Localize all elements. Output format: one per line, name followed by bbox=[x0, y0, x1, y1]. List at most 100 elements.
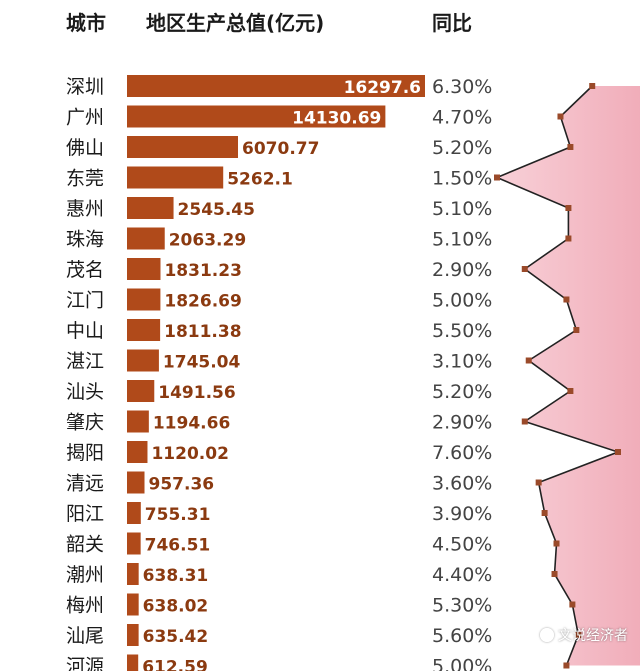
value-label: 1491.56 bbox=[158, 383, 235, 403]
value-label: 5262.1 bbox=[227, 170, 293, 190]
bar bbox=[127, 136, 239, 158]
value-label: 1120.02 bbox=[151, 444, 228, 464]
bar bbox=[127, 624, 139, 646]
bar bbox=[127, 441, 148, 463]
growth-label: 5.30% bbox=[432, 595, 492, 617]
growth-point bbox=[553, 540, 560, 547]
value-label: 755.31 bbox=[145, 505, 211, 525]
city-label: 汕头 bbox=[66, 381, 104, 403]
city-label: 江门 bbox=[66, 290, 104, 312]
bar bbox=[127, 288, 161, 311]
bar bbox=[127, 380, 155, 402]
growth-point bbox=[575, 632, 582, 638]
growth-label: 6.30% bbox=[432, 76, 492, 98]
city-label: 揭阳 bbox=[66, 442, 104, 464]
value-label: 635.42 bbox=[143, 627, 209, 647]
growth-area-layer bbox=[497, 86, 640, 666]
city-label: 梅州 bbox=[66, 595, 104, 617]
growth-point bbox=[521, 266, 528, 272]
city-label: 阳江 bbox=[66, 503, 104, 525]
growth-point bbox=[573, 327, 580, 333]
bar bbox=[127, 166, 224, 189]
growth-label: 4.70% bbox=[432, 107, 492, 129]
bar bbox=[127, 654, 139, 671]
bar bbox=[127, 75, 425, 97]
header-city: 城市 bbox=[66, 11, 106, 35]
city-label: 清远 bbox=[66, 473, 104, 495]
bar bbox=[127, 471, 145, 494]
growth-label: 5.10% bbox=[432, 229, 492, 251]
bar bbox=[127, 502, 141, 524]
city-label: 韶关 bbox=[66, 534, 104, 556]
value-label: 638.31 bbox=[143, 566, 209, 586]
bar bbox=[127, 227, 165, 250]
value-label: 16297.6 bbox=[344, 78, 421, 98]
city-label: 中山 bbox=[66, 320, 104, 342]
labels-layer: 深圳 16297.6 6.30% 广州 14130.69 4.70% 佛山 6070.77 5.… bbox=[66, 76, 492, 671]
growth-label: 2.90% bbox=[432, 412, 492, 434]
city-label: 东莞 bbox=[66, 168, 104, 190]
growth-label: 3.10% bbox=[432, 351, 492, 373]
growth-line-layer bbox=[494, 83, 621, 669]
growth-label: 7.60% bbox=[432, 442, 492, 464]
growth-point bbox=[565, 235, 572, 242]
value-label: 612.59 bbox=[142, 658, 208, 671]
bar bbox=[127, 319, 161, 341]
value-label: 746.51 bbox=[145, 536, 211, 556]
growth-point bbox=[494, 174, 500, 181]
growth-point bbox=[541, 510, 548, 516]
value-label: 1194.66 bbox=[153, 414, 230, 434]
growth-point bbox=[551, 571, 558, 577]
header-yoy: 同比 bbox=[432, 11, 472, 35]
city-label: 河源 bbox=[66, 656, 104, 671]
bars-layer bbox=[127, 75, 425, 671]
watermark: 文说经济者 bbox=[540, 625, 628, 645]
growth-point bbox=[589, 83, 596, 89]
city-label: 广州 bbox=[66, 107, 104, 129]
camera-icon bbox=[540, 628, 554, 642]
value-label: 1826.69 bbox=[164, 292, 241, 312]
growth-label: 5.50% bbox=[432, 320, 492, 342]
city-label: 深圳 bbox=[66, 76, 104, 98]
bar bbox=[127, 410, 149, 433]
growth-label: 5.60% bbox=[432, 625, 492, 647]
city-label: 珠海 bbox=[66, 229, 104, 251]
growth-point bbox=[521, 418, 528, 425]
growth-point bbox=[567, 144, 574, 150]
growth-label: 5.20% bbox=[432, 137, 492, 159]
growth-label: 3.90% bbox=[432, 503, 492, 525]
growth-label: 1.50% bbox=[432, 168, 492, 190]
growth-label: 5.00% bbox=[432, 656, 492, 671]
growth-point bbox=[535, 479, 542, 486]
growth-area bbox=[497, 86, 640, 666]
value-label: 1831.23 bbox=[164, 261, 241, 281]
value-label: 1811.38 bbox=[164, 322, 241, 342]
city-label: 湛江 bbox=[66, 351, 104, 373]
value-label: 638.02 bbox=[143, 597, 209, 617]
bar bbox=[127, 532, 141, 555]
growth-point bbox=[565, 205, 572, 211]
value-label: 14130.69 bbox=[292, 109, 381, 129]
city-label: 汕尾 bbox=[66, 625, 104, 647]
value-label: 2063.29 bbox=[169, 231, 246, 251]
growth-point bbox=[563, 662, 570, 669]
city-label: 肇庆 bbox=[66, 412, 104, 434]
header-gdp: 地区生产总值(亿元) bbox=[146, 11, 325, 35]
bar bbox=[127, 105, 386, 128]
growth-label: 5.00% bbox=[432, 290, 492, 312]
growth-point bbox=[563, 296, 570, 303]
city-label: 潮州 bbox=[66, 564, 104, 586]
growth-point bbox=[569, 601, 576, 608]
growth-point bbox=[615, 449, 621, 455]
growth-line bbox=[494, 85, 621, 666]
city-label: 佛山 bbox=[66, 137, 104, 159]
value-label: 1745.04 bbox=[163, 353, 241, 373]
bar bbox=[127, 563, 139, 585]
value-label: 957.36 bbox=[149, 475, 215, 495]
growth-label: 2.90% bbox=[432, 259, 492, 281]
value-label: 2545.45 bbox=[178, 200, 255, 220]
growth-point bbox=[557, 113, 564, 120]
value-label: 6070.77 bbox=[242, 139, 319, 159]
bar bbox=[127, 258, 161, 280]
